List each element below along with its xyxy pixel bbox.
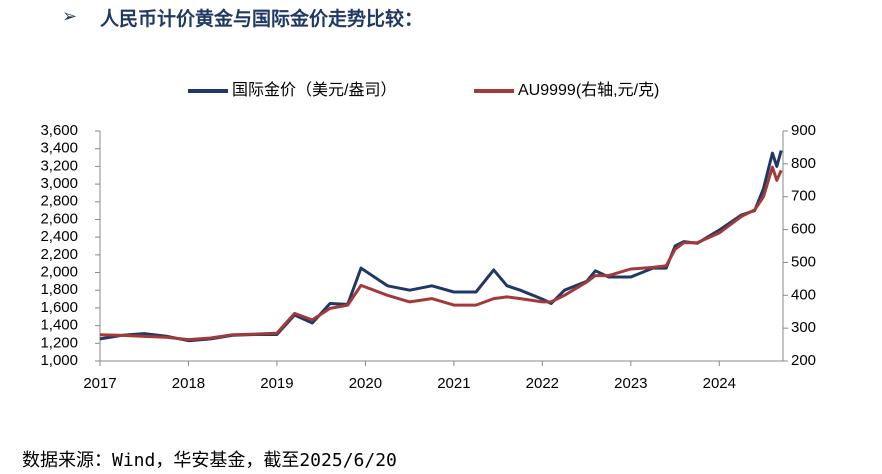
y-tick-label: 1,400 xyxy=(40,317,78,334)
y2-tick-label: 600 xyxy=(791,221,816,238)
y-tick-label: 2,000 xyxy=(40,264,78,281)
x-tick-label: 2021 xyxy=(437,375,470,392)
x-tick-label: 2018 xyxy=(172,375,205,392)
source: 数据来源：Wind，华安基金，截至2025/6/20 xyxy=(22,450,397,471)
legend-label: 国际金价（美元/盎司） xyxy=(232,81,396,99)
x-tick-label: 2022 xyxy=(526,375,559,392)
series-line xyxy=(99,165,783,342)
y2-tick-label: 200 xyxy=(791,352,816,369)
y-tick-label: 1,200 xyxy=(40,334,78,351)
y-tick-label: 1,600 xyxy=(40,299,78,316)
y-tick-label: 2,800 xyxy=(40,193,78,210)
legend-label: AU9999(右轴,元/克) xyxy=(518,81,659,99)
x-tick-label: 2019 xyxy=(260,375,293,392)
x-tick-label: 2024 xyxy=(703,375,736,392)
y-tick-label: 3,000 xyxy=(40,175,78,192)
x-tick-label: 2017 xyxy=(83,375,116,392)
bullet: ➢ xyxy=(62,6,77,26)
y-tick-label: 3,600 xyxy=(40,122,78,139)
y2-tick-label: 700 xyxy=(791,188,816,205)
y-tick-label: 2,400 xyxy=(40,228,78,245)
y-tick-label: 1,000 xyxy=(40,352,78,369)
y2-tick-label: 900 xyxy=(791,122,816,139)
y2-tick-label: 400 xyxy=(791,286,816,303)
heading: 人民币计价黄金与国际金价走势比较： xyxy=(100,8,424,30)
y-tick-label: 2,200 xyxy=(40,246,78,263)
y-tick-label: 3,200 xyxy=(40,157,78,174)
y-tick-label: 3,400 xyxy=(40,140,78,157)
y2-tick-label: 500 xyxy=(791,253,816,270)
y2-tick-label: 300 xyxy=(791,319,816,336)
y2-tick-label: 800 xyxy=(791,155,816,172)
y-tick-label: 1,800 xyxy=(40,281,78,298)
y-tick-label: 2,600 xyxy=(40,210,78,227)
x-tick-label: 2020 xyxy=(349,375,382,392)
x-tick-label: 2023 xyxy=(614,375,647,392)
